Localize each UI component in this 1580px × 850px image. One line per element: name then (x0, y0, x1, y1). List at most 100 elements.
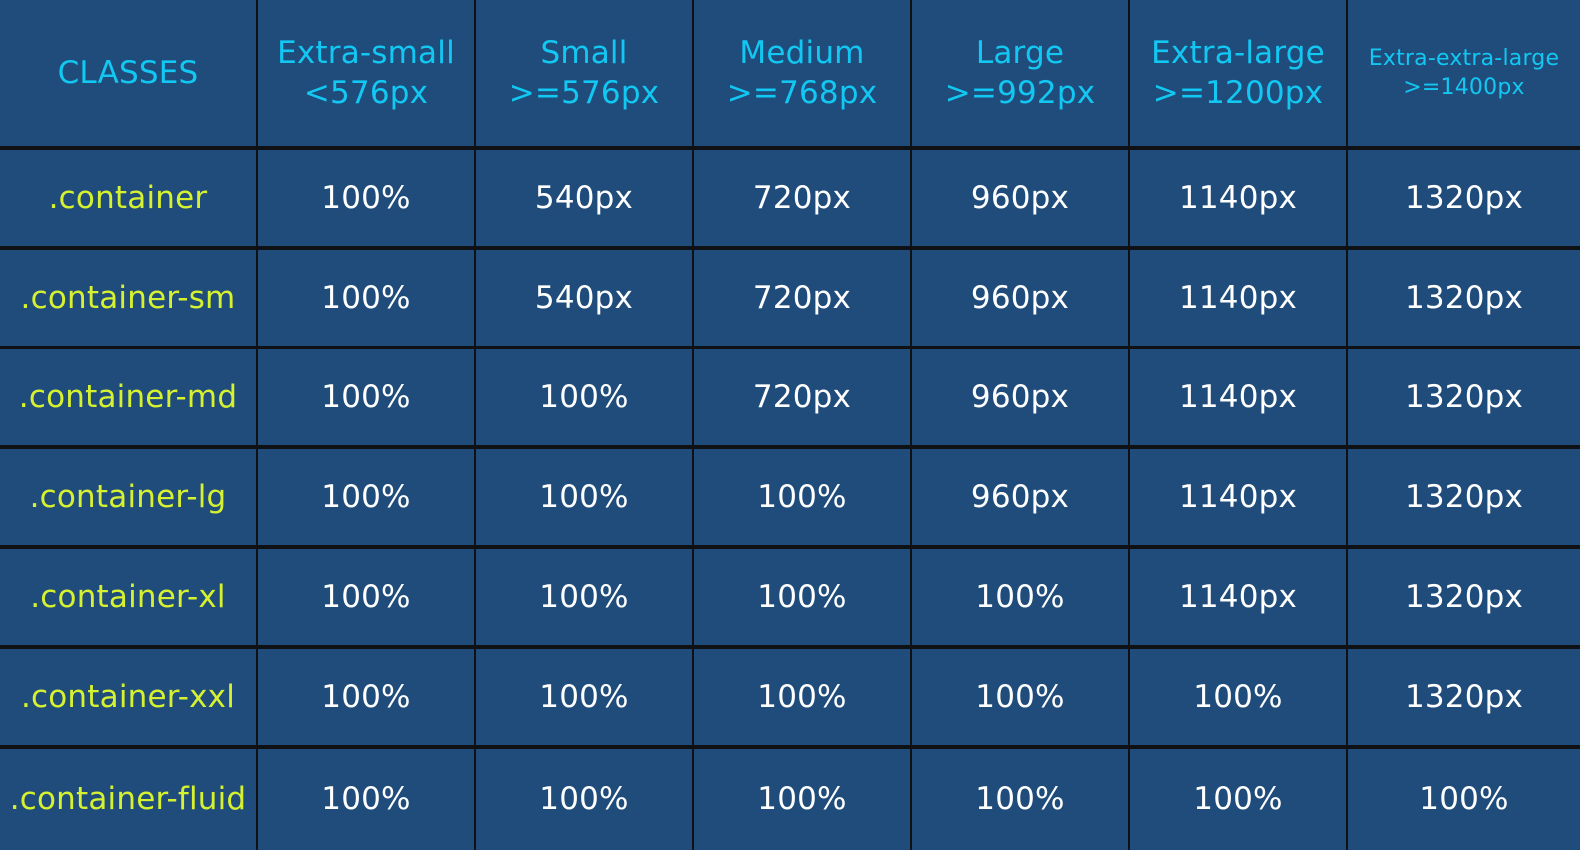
column-divider (1346, 349, 1348, 446)
value-cell: 100% (258, 149, 474, 246)
breakpoint-name: Medium (739, 35, 865, 71)
value-cell: 1320px (1348, 648, 1580, 745)
column-divider (474, 548, 476, 646)
value-cell: 720px (694, 149, 910, 246)
column-divider (256, 249, 258, 346)
value-cell: 1140px (1130, 548, 1346, 645)
value-cell: 100% (1130, 748, 1346, 850)
value-cell: 1140px (1130, 449, 1346, 546)
breakpoint-name: Extra-small (277, 35, 455, 71)
value-cell: 100% (476, 349, 692, 446)
column-divider (1128, 349, 1130, 446)
column-divider (910, 149, 912, 247)
column-divider (256, 449, 258, 546)
breakpoint-name: Large (975, 35, 1065, 71)
column-divider (474, 449, 476, 546)
value-cell: 100% (912, 648, 1128, 745)
value-cell: 540px (476, 249, 692, 346)
row-divider (0, 146, 1580, 150)
column-divider (256, 0, 258, 147)
column-divider (1128, 548, 1130, 646)
class-name-cell: .container (0, 149, 256, 246)
class-name-cell: .container-fluid (0, 748, 256, 850)
medium-column-header: Medium >=768px (694, 0, 910, 146)
classes-header-label: CLASSES (57, 55, 199, 91)
value-cell: 100% (258, 648, 474, 745)
value-cell: 960px (912, 249, 1128, 346)
value-cell: 100% (694, 548, 910, 645)
extra-large-column-header: Extra-large >=1200px (1130, 0, 1346, 146)
value-cell: 100% (258, 748, 474, 850)
value-cell: 1320px (1348, 349, 1580, 446)
value-cell: 960px (912, 349, 1128, 446)
column-divider (1128, 648, 1130, 746)
value-cell: 720px (694, 349, 910, 446)
row-divider (0, 445, 1580, 449)
column-divider (692, 449, 694, 546)
value-cell: 100% (694, 748, 910, 850)
column-divider (1346, 748, 1348, 850)
class-name-cell: .container-md (0, 349, 256, 446)
column-divider (256, 548, 258, 646)
breakpoint-range: >=992px (944, 75, 1096, 111)
value-cell: 100% (912, 748, 1128, 850)
column-divider (910, 648, 912, 746)
value-cell: 100% (258, 249, 474, 346)
column-divider (1346, 0, 1348, 147)
breakpoint-range: >=768px (726, 75, 878, 111)
column-divider (1346, 149, 1348, 247)
column-divider (474, 648, 476, 746)
value-cell: 100% (258, 349, 474, 446)
column-divider (256, 349, 258, 446)
breakpoint-range: <576px (303, 75, 429, 111)
column-divider (692, 748, 694, 850)
value-cell: 100% (258, 548, 474, 645)
value-cell: 540px (476, 149, 692, 246)
column-divider (692, 548, 694, 646)
extra-small-column-header: Extra-small <576px (258, 0, 474, 146)
small-column-header: Small >=576px (476, 0, 692, 146)
column-divider (910, 748, 912, 850)
row-divider (0, 745, 1580, 749)
class-name-cell: .container-sm (0, 249, 256, 346)
column-divider (692, 0, 694, 147)
large-column-header: Large >=992px (912, 0, 1128, 146)
value-cell: 100% (1130, 648, 1346, 745)
extra-extra-large-column-header: Extra-extra-large >=1400px (1348, 0, 1580, 146)
column-divider (474, 349, 476, 446)
column-divider (1346, 249, 1348, 346)
column-divider (910, 548, 912, 646)
column-divider (1128, 449, 1130, 546)
column-divider (910, 0, 912, 147)
breakpoint-range: >=1200px (1152, 75, 1324, 111)
value-cell: 1320px (1348, 548, 1580, 645)
column-divider (474, 748, 476, 850)
column-divider (692, 149, 694, 247)
row-divider (0, 345, 1580, 349)
row-divider (0, 645, 1580, 649)
value-cell: 1320px (1348, 249, 1580, 346)
breakpoint-range: >=576px (508, 75, 660, 111)
value-cell: 960px (912, 149, 1128, 246)
value-cell: 100% (476, 648, 692, 745)
class-name-cell: .container-xxl (0, 648, 256, 745)
breakpoint-name: Extra-extra-large (1368, 46, 1560, 71)
value-cell: 960px (912, 449, 1128, 546)
column-divider (1346, 548, 1348, 646)
row-divider (0, 545, 1580, 549)
column-divider (256, 648, 258, 746)
value-cell: 720px (694, 249, 910, 346)
breakpoint-range: >=1400px (1403, 75, 1525, 100)
column-divider (692, 249, 694, 346)
column-divider (256, 748, 258, 850)
value-cell: 1140px (1130, 149, 1346, 246)
column-divider (256, 149, 258, 247)
column-divider (474, 149, 476, 247)
class-name-cell: .container-xl (0, 548, 256, 645)
column-divider (1128, 149, 1130, 247)
value-cell: 100% (694, 648, 910, 745)
value-cell: 100% (912, 548, 1128, 645)
value-cell: 100% (476, 748, 692, 850)
classes-column-header: CLASSES (0, 0, 256, 146)
